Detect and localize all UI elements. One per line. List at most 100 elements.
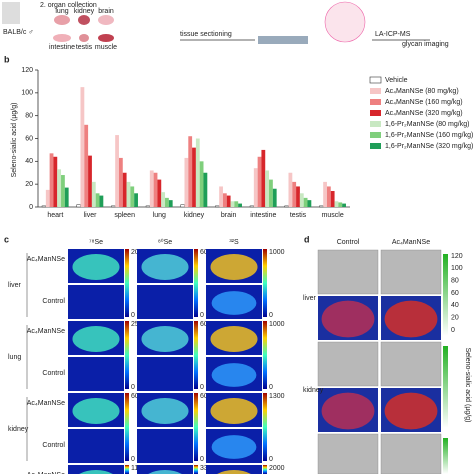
scale-min: 0 bbox=[131, 384, 135, 391]
bar bbox=[261, 149, 266, 207]
column-header: Ac₄ManNSe bbox=[392, 239, 430, 246]
tissue bbox=[211, 363, 257, 387]
tissue bbox=[72, 326, 120, 352]
x-tick-label: liver bbox=[84, 212, 98, 219]
scale-tick: 0 bbox=[451, 327, 455, 334]
bar bbox=[95, 193, 100, 207]
organ-name: testis bbox=[76, 44, 93, 51]
organ-icon bbox=[54, 15, 70, 25]
scale-min: 0 bbox=[200, 456, 204, 463]
legend-swatch bbox=[370, 132, 381, 138]
bar bbox=[99, 195, 104, 207]
bar bbox=[199, 161, 204, 207]
bar bbox=[342, 203, 346, 207]
organ-label: lung bbox=[8, 354, 21, 361]
tissue bbox=[72, 398, 120, 424]
cell-icon bbox=[324, 1, 366, 43]
organ-name: kidney bbox=[74, 8, 95, 15]
scale-max: 20 bbox=[131, 249, 139, 256]
x-tick-label: kidney bbox=[184, 212, 205, 219]
bar bbox=[91, 181, 96, 207]
treated-label: Ac₄ManNSe bbox=[27, 400, 65, 407]
column-header: Control bbox=[337, 239, 360, 246]
scale-min: 0 bbox=[131, 456, 135, 463]
bar bbox=[338, 202, 343, 207]
scale-max: 60 bbox=[200, 249, 208, 256]
tissue bbox=[148, 470, 182, 474]
tissue bbox=[141, 254, 189, 280]
tissue bbox=[210, 326, 258, 352]
legend-label: 1,6-Pr₂ManNSe (160 mg/kg) bbox=[385, 132, 473, 139]
bar bbox=[49, 153, 54, 207]
y-tick-label: 20 bbox=[25, 181, 33, 188]
isotope-header: ⁸⁰Se bbox=[158, 238, 172, 246]
bar bbox=[238, 203, 242, 207]
bar bbox=[134, 193, 138, 207]
legend-swatch bbox=[370, 99, 381, 105]
y-tick-label: 80 bbox=[25, 113, 33, 120]
bar bbox=[257, 156, 262, 207]
organ-label: kidney bbox=[303, 387, 324, 394]
legend-swatch bbox=[370, 88, 381, 94]
scale-min: 0 bbox=[131, 312, 135, 319]
ms-image bbox=[68, 357, 124, 391]
x-tick-label: spleen bbox=[114, 212, 135, 219]
bar bbox=[253, 168, 258, 207]
tissue bbox=[217, 470, 251, 474]
scale-tick: 40 bbox=[451, 302, 459, 309]
scale-max: 60 bbox=[200, 321, 208, 328]
bar bbox=[157, 179, 162, 207]
colorbar bbox=[125, 321, 129, 389]
scale-tick: 80 bbox=[451, 278, 459, 285]
y-axis-label: Seleno-sialic acid (µg/g) bbox=[11, 103, 18, 178]
strain: BALB/c ♂ bbox=[3, 29, 34, 36]
legend-label: Ac₄ManNSe (160 mg/kg) bbox=[385, 99, 463, 106]
y-tick-label: 0 bbox=[29, 204, 33, 211]
control-label: Control bbox=[42, 298, 65, 305]
bar bbox=[64, 187, 69, 207]
treated-label: Ac₄ManNSe bbox=[27, 328, 65, 335]
y-tick-label: 40 bbox=[25, 158, 33, 165]
bar bbox=[53, 156, 58, 207]
ms-image bbox=[137, 429, 193, 463]
organ-icon bbox=[53, 34, 71, 42]
mouse-icon bbox=[2, 2, 20, 24]
gray-image bbox=[317, 433, 379, 474]
tissue bbox=[321, 392, 375, 430]
colorbar bbox=[443, 438, 448, 474]
colorbar bbox=[263, 465, 267, 474]
legend-swatch bbox=[370, 143, 381, 149]
bar bbox=[130, 186, 135, 207]
ms-image bbox=[137, 357, 193, 391]
bar bbox=[299, 193, 304, 207]
scale-max: 60 bbox=[200, 393, 208, 400]
tissue bbox=[141, 326, 189, 352]
legend-swatch bbox=[370, 121, 381, 127]
gray-image bbox=[317, 341, 379, 387]
bar bbox=[319, 205, 324, 208]
legend-swatch bbox=[370, 110, 381, 116]
scale-min: 0 bbox=[269, 456, 273, 463]
colorbar bbox=[125, 249, 129, 317]
organ-label: kidney bbox=[8, 426, 29, 433]
bar bbox=[269, 179, 273, 207]
bar bbox=[118, 157, 123, 207]
bar bbox=[288, 172, 293, 207]
bar bbox=[149, 170, 154, 207]
bar bbox=[88, 155, 92, 207]
organ-name: lung bbox=[55, 8, 68, 15]
bar bbox=[188, 136, 193, 207]
x-tick-label: muscle bbox=[322, 212, 344, 219]
bar bbox=[168, 200, 173, 207]
method: LA-ICP-MS bbox=[375, 31, 411, 38]
organ-label: liver bbox=[8, 282, 22, 289]
x-tick-label: brain bbox=[221, 212, 237, 219]
bar bbox=[296, 186, 300, 207]
scale-max: 25 bbox=[131, 321, 139, 328]
scale-min: 0 bbox=[200, 384, 204, 391]
bar bbox=[292, 181, 297, 207]
bar bbox=[153, 172, 158, 207]
x-tick-label: testis bbox=[290, 212, 307, 219]
scale-tick: 100 bbox=[451, 265, 463, 272]
